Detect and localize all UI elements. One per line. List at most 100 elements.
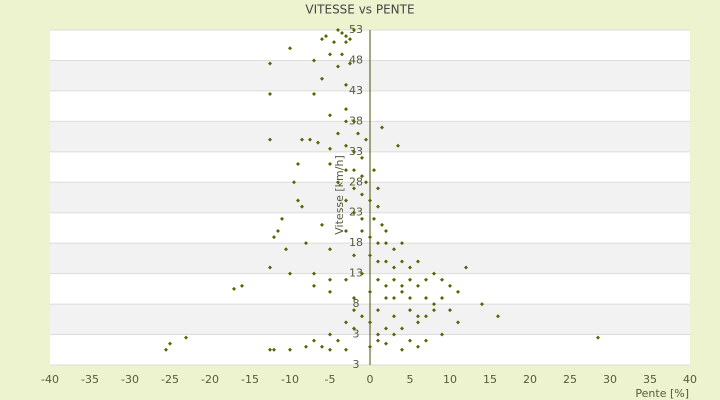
point <box>408 277 412 282</box>
point <box>384 259 388 264</box>
point <box>368 235 372 240</box>
point <box>408 308 412 313</box>
point <box>596 335 600 340</box>
point <box>432 271 436 276</box>
point <box>352 210 356 215</box>
point <box>356 131 360 136</box>
point <box>384 296 388 300</box>
point <box>348 37 352 42</box>
point <box>344 107 348 112</box>
y-tick-label: 18 <box>349 236 363 249</box>
point <box>456 320 460 325</box>
point <box>368 253 372 258</box>
point <box>416 320 420 325</box>
point <box>280 216 284 221</box>
point <box>320 222 324 227</box>
point <box>288 271 292 276</box>
y-tick-label: 3 <box>353 358 360 371</box>
point <box>324 34 328 39</box>
point <box>384 283 388 288</box>
point <box>368 320 372 325</box>
point <box>376 186 380 191</box>
point <box>360 216 364 221</box>
point <box>348 61 352 66</box>
x-tick-label: 0 <box>367 373 374 386</box>
point <box>268 265 272 270</box>
point <box>448 283 452 288</box>
point <box>296 162 300 166</box>
point <box>344 229 348 233</box>
point <box>392 247 396 252</box>
x-tick-label: -10 <box>281 373 299 386</box>
x-tick-label: -5 <box>325 373 336 386</box>
point <box>352 149 356 154</box>
point <box>344 320 348 325</box>
point <box>352 253 356 258</box>
point <box>416 314 420 319</box>
point <box>344 40 348 45</box>
point <box>440 296 444 300</box>
point <box>300 204 304 209</box>
point <box>276 229 280 233</box>
point <box>360 155 364 160</box>
point <box>352 119 356 124</box>
point <box>344 143 348 148</box>
y-axis-label: Vitesse [km/h] <box>333 155 346 235</box>
point <box>408 296 412 300</box>
point <box>392 265 396 270</box>
point <box>416 344 420 349</box>
point <box>376 241 380 246</box>
y-tick-label: 23 <box>349 206 363 219</box>
y-tick-label: 43 <box>349 84 363 97</box>
point <box>268 347 272 352</box>
x-tick-label: 35 <box>643 373 657 386</box>
point <box>424 338 428 343</box>
point <box>336 64 340 69</box>
point <box>440 332 444 337</box>
x-tick-label: -25 <box>161 373 179 386</box>
point <box>312 271 316 276</box>
x-axis-label: Pente [%] <box>635 387 689 400</box>
point <box>380 222 384 227</box>
point <box>368 289 372 294</box>
point <box>384 241 388 246</box>
x-tick-label: -30 <box>121 373 139 386</box>
x-tick-label: 30 <box>603 373 617 386</box>
point <box>328 52 332 57</box>
point <box>272 347 276 352</box>
point <box>480 302 484 307</box>
point <box>304 241 308 246</box>
point <box>308 137 312 142</box>
point <box>184 335 188 340</box>
point <box>360 314 364 319</box>
point <box>376 259 380 264</box>
point <box>416 283 420 288</box>
point <box>344 168 348 173</box>
x-tick-label: -35 <box>81 373 99 386</box>
point <box>272 235 276 240</box>
point <box>288 347 292 352</box>
point <box>328 113 332 118</box>
point <box>408 338 412 343</box>
point <box>400 283 404 288</box>
point <box>320 37 324 42</box>
point <box>292 180 296 185</box>
x-tick-label: -20 <box>201 373 219 386</box>
point <box>464 265 468 270</box>
point <box>328 162 332 166</box>
y-tick-label: 38 <box>349 114 363 127</box>
point <box>328 347 332 352</box>
point <box>400 259 404 264</box>
point <box>376 332 380 337</box>
point <box>380 125 384 130</box>
y-tick-label: 3 <box>353 328 360 341</box>
y-tick-label: 13 <box>349 267 363 280</box>
point <box>416 259 420 264</box>
x-tick-label: 10 <box>443 373 457 386</box>
x-tick-label: 5 <box>407 373 414 386</box>
point <box>360 174 364 179</box>
point <box>456 289 460 294</box>
point <box>336 180 340 185</box>
point <box>268 91 272 96</box>
